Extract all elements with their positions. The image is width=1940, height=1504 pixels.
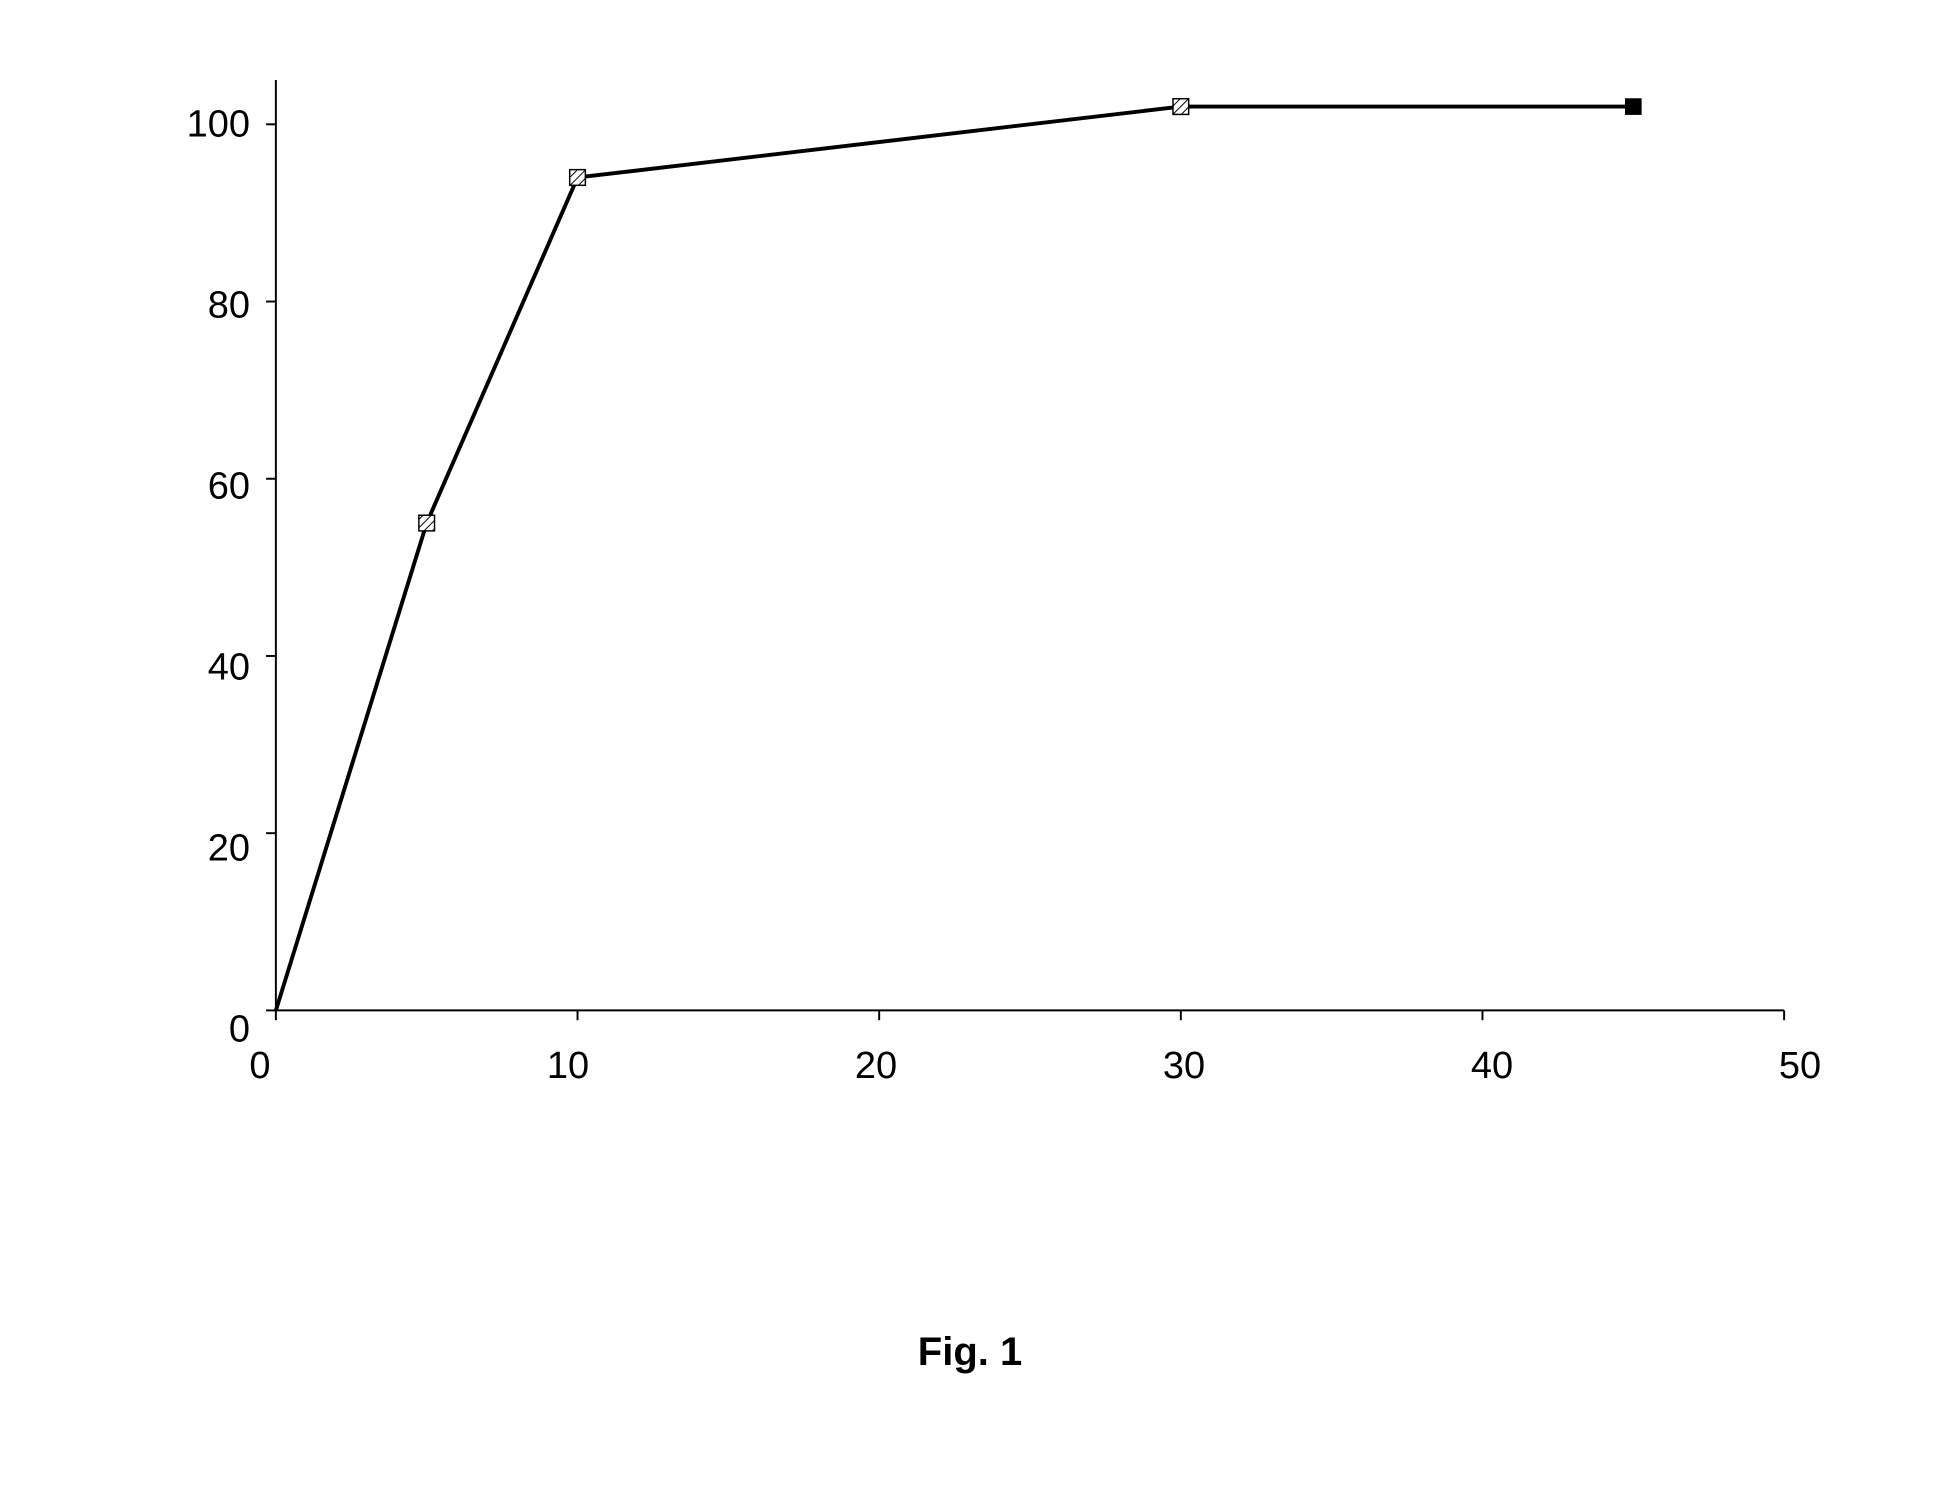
x-tick-label: 20 xyxy=(826,1045,926,1088)
y-ticks xyxy=(266,124,276,1010)
x-ticks xyxy=(276,1010,1784,1020)
marker-hatched-square xyxy=(570,170,586,186)
x-tick-label: 40 xyxy=(1442,1045,1542,1088)
chart-container: 020406080100 01020304050 xyxy=(130,60,1830,1110)
data-line xyxy=(276,107,1633,1011)
y-tick-label: 100 xyxy=(150,104,250,147)
x-tick-label: 0 xyxy=(210,1045,310,1088)
x-tick-label: 10 xyxy=(518,1045,618,1088)
plot-svg xyxy=(260,80,1800,1030)
marker-hatched-square xyxy=(1173,99,1189,115)
x-tick-label: 30 xyxy=(1134,1045,1234,1088)
marker-hatched-square xyxy=(419,515,435,531)
y-tick-label: 20 xyxy=(150,828,250,871)
y-tick-label: 80 xyxy=(150,285,250,328)
x-tick-label: 50 xyxy=(1750,1045,1850,1088)
markers xyxy=(419,99,1641,531)
y-tick-label: 60 xyxy=(150,466,250,509)
y-tick-label: 40 xyxy=(150,647,250,690)
figure-caption: Fig. 1 xyxy=(918,1330,1022,1375)
marker-solid-square xyxy=(1625,99,1641,115)
